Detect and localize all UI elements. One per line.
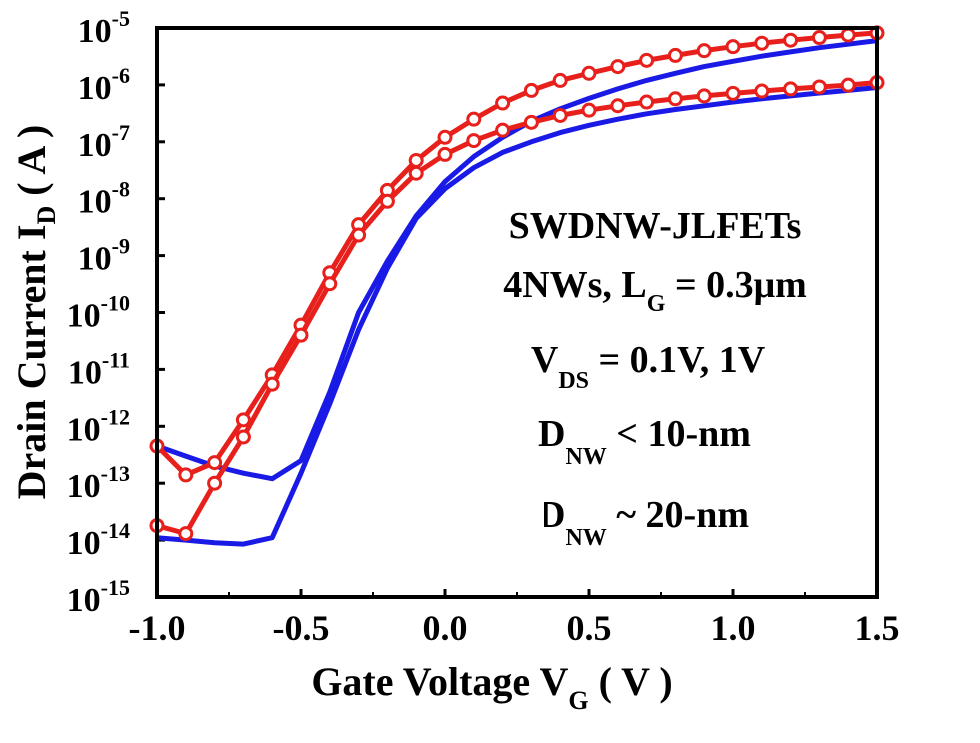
data-point (523, 114, 539, 130)
data-point (696, 88, 712, 104)
y-tick-label: 10-7 (78, 120, 130, 164)
x-tick-label: 0.5 (567, 608, 612, 648)
data-point (207, 455, 223, 471)
y-tick-label: 10-8 (78, 177, 130, 221)
data-point (322, 276, 338, 292)
data-point (235, 412, 251, 428)
y-tick-label: 10-5 (78, 6, 130, 50)
y-axis-label-sub: D (32, 206, 61, 225)
annotation-dnw-small: DNW < 10-nm (538, 413, 751, 470)
x-tick-label: -0.5 (273, 608, 330, 648)
data-point (783, 81, 799, 97)
x-tick-label: 1.0 (711, 608, 756, 648)
y-tick-label: 10-9 (78, 234, 130, 278)
annotation-dnw-large: DNW ~ 20-nm (538, 494, 749, 551)
series-layer (149, 25, 885, 547)
data-point (840, 77, 856, 93)
data-point (581, 65, 597, 81)
annotation-device: SWDNW-JLFETs (509, 205, 802, 247)
data-point (811, 30, 827, 46)
data-point (466, 111, 482, 127)
x-axis-label-main: Gate Voltage V (311, 659, 568, 704)
y-tick-labels: 10-5 10-6 10-7 10-8 10-9 10-10 10-11 10-12 10-13… (67, 6, 130, 619)
annotation-block: SWDNW-JLFETs 4NWs, LG = 0.3μm VDS = 0.1V… (503, 205, 807, 551)
axis-ticks (155, 26, 879, 599)
data-point (639, 52, 655, 68)
data-point (437, 129, 453, 145)
series-line (156, 80, 878, 537)
data-point (696, 43, 712, 59)
data-point (552, 107, 568, 123)
y-axis-label-main: Drain Current I (9, 225, 54, 500)
annotation-gate-length: 4NWs, LG = 0.3μm (503, 264, 807, 317)
annotation-vds: VDS = 0.1V, 1V (531, 339, 766, 394)
y-axis-label: Drain Current ID ( A ) (9, 125, 61, 500)
x-axis-label-sub: G (568, 686, 588, 715)
y-tick-label: 10-14 (67, 518, 130, 562)
data-point (667, 91, 683, 107)
data-point (178, 526, 194, 542)
y-tick-label: 10-13 (67, 461, 130, 505)
data-point (178, 467, 194, 483)
data-point (408, 152, 424, 168)
data-point (351, 227, 367, 243)
series-line (156, 38, 878, 482)
data-point (379, 193, 395, 209)
x-axis-label: Gate Voltage VG ( V ) (311, 659, 672, 715)
y-tick-label: 10-12 (67, 404, 130, 448)
data-point (639, 94, 655, 110)
x-tick-label: -1.0 (129, 608, 186, 648)
annotation-mask (522, 480, 544, 540)
data-point (581, 102, 597, 118)
y-tick-label: 10-6 (78, 63, 130, 107)
data-point (840, 27, 856, 43)
data-point (495, 122, 511, 138)
data-point (667, 47, 683, 63)
data-point (264, 376, 280, 392)
y-tick-label: 10-15 (67, 575, 130, 619)
data-point (610, 59, 626, 75)
data-point (754, 35, 770, 51)
data-point (725, 39, 741, 55)
series-line (156, 85, 878, 547)
x-tick-label: 0.0 (423, 608, 468, 648)
y-tick-label: 10-10 (67, 291, 130, 335)
data-point (207, 475, 223, 491)
data-point (408, 165, 424, 181)
data-point (437, 146, 453, 162)
x-tick-label: 1.5 (855, 608, 900, 648)
data-point (552, 72, 568, 88)
data-point (293, 327, 309, 343)
data-point (754, 83, 770, 99)
data-point (783, 32, 799, 48)
y-tick-label: 10-11 (68, 347, 130, 391)
y-axis-label-tail: ( A ) (9, 125, 54, 206)
data-point (235, 429, 251, 445)
data-point (725, 85, 741, 101)
data-point (811, 79, 827, 95)
data-point (523, 82, 539, 98)
data-point (466, 133, 482, 149)
data-point (610, 98, 626, 114)
x-axis-label-tail: ( V ) (589, 659, 673, 704)
plot-frame (155, 26, 879, 599)
x-tick-labels: -1.0 -0.5 0.0 0.5 1.0 1.5 (129, 608, 900, 648)
data-point (495, 95, 511, 111)
